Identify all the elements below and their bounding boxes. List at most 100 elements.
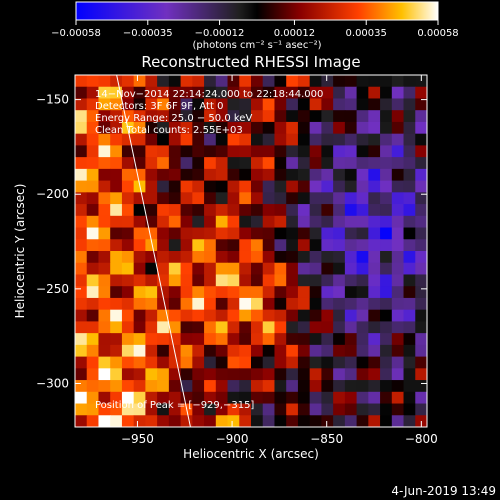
heatmap-cell — [251, 368, 264, 381]
heatmap-cell — [344, 403, 358, 416]
heatmap-cell — [368, 121, 381, 135]
heatmap-cell — [309, 86, 322, 99]
heatmap-cell — [215, 356, 229, 369]
heatmap-cell — [121, 251, 135, 264]
heatmap-cell — [380, 157, 393, 170]
heatmap-cell — [274, 168, 287, 182]
heatmap-cell — [215, 192, 229, 205]
heatmap-cell — [391, 98, 405, 111]
heatmap-cell — [333, 86, 346, 99]
heatmap-cell — [86, 403, 99, 416]
heatmap-cell — [239, 157, 252, 170]
heatmap-cell — [133, 333, 146, 346]
heatmap-cell — [309, 274, 322, 287]
heatmap-cell — [86, 391, 99, 405]
heatmap-cell — [168, 215, 182, 229]
heatmap-cell — [297, 192, 311, 205]
heatmap-cell — [168, 297, 182, 311]
heatmap-cell — [215, 368, 229, 381]
heatmap-cell — [333, 344, 346, 358]
heatmap-cell — [168, 391, 182, 405]
heatmap-cell — [251, 145, 264, 158]
heatmap-cell — [215, 333, 229, 346]
heatmap-cell — [333, 309, 346, 322]
heatmap-cell — [75, 415, 88, 427]
heatmap-cell — [86, 98, 99, 111]
heatmap-cell — [391, 309, 405, 322]
heatmap-cell — [192, 297, 205, 311]
heatmap-cell — [391, 215, 405, 229]
heatmap-cell — [262, 403, 275, 416]
heatmap-cell — [368, 368, 381, 381]
heatmap-cell — [192, 274, 205, 287]
heatmap-cell — [333, 251, 346, 264]
heatmap-cell — [286, 215, 299, 229]
heatmap-cell — [86, 110, 99, 123]
heatmap-cell — [239, 110, 252, 123]
heatmap-cell — [286, 262, 299, 275]
heatmap-cell — [309, 262, 322, 275]
heatmap-cell — [333, 368, 346, 381]
heatmap-cell — [192, 251, 205, 264]
heatmap-cell — [192, 344, 205, 358]
heatmap-cell — [262, 121, 275, 135]
heatmap-cell — [168, 309, 182, 322]
heatmap-cell — [309, 204, 322, 217]
heatmap-cell — [121, 180, 135, 193]
heatmap-cell — [333, 98, 346, 111]
heatmap-cell — [309, 297, 322, 311]
heatmap-cell — [274, 98, 287, 111]
heatmap-cell — [344, 157, 358, 170]
heatmap-cell — [86, 356, 99, 369]
heatmap-cell — [297, 274, 311, 287]
heatmap-cell — [344, 297, 358, 311]
heatmap-cell — [204, 403, 217, 416]
heatmap-cell — [368, 297, 381, 311]
heatmap-cell — [356, 286, 369, 299]
heatmap-cell — [145, 86, 158, 99]
heatmap-cell — [86, 121, 99, 135]
heatmap-cell — [98, 286, 111, 299]
heatmap-cell — [75, 391, 88, 405]
heatmap-cell — [415, 215, 427, 229]
heatmap-cell — [415, 180, 427, 193]
heatmap-cell — [192, 157, 205, 170]
heatmap-cell — [227, 239, 240, 252]
heatmap-cell — [121, 204, 135, 217]
y-axis-label: Heliocentric Y (arcsec) — [13, 184, 27, 319]
heatmap-cell — [168, 145, 182, 158]
heatmap-cell — [344, 356, 358, 369]
heatmap-cell — [415, 168, 427, 182]
heatmap-cell — [204, 133, 217, 146]
heatmap-cell — [286, 192, 299, 205]
x-tick-label: −950 — [121, 432, 154, 446]
heatmap-cell — [110, 180, 123, 193]
heatmap-cell — [239, 403, 252, 416]
heatmap-cell — [168, 333, 182, 346]
heatmap-cell — [368, 274, 381, 287]
heatmap-cell — [215, 75, 229, 88]
heatmap-cell — [251, 321, 264, 334]
heatmap-cell — [251, 391, 264, 405]
heatmap-cell — [321, 356, 334, 369]
heatmap-cell — [86, 262, 99, 275]
heatmap-cell — [133, 380, 146, 393]
heatmap-cell — [368, 333, 381, 346]
heatmap-cell — [321, 297, 334, 311]
heatmap-cell — [98, 368, 111, 381]
plot-frame — [74, 74, 428, 428]
heatmap-cell — [180, 333, 193, 346]
heatmap-cell — [344, 251, 358, 264]
heatmap-cell — [227, 168, 240, 182]
heatmap-cell — [297, 145, 311, 158]
heatmap-cell — [344, 380, 358, 393]
heatmap-cell — [110, 356, 123, 369]
heatmap-cell — [157, 192, 170, 205]
heatmap-cell — [98, 309, 111, 322]
heatmap-cell — [215, 86, 229, 99]
heatmap-cell — [391, 333, 405, 346]
heatmap-cell — [309, 192, 322, 205]
heatmap-cell — [321, 403, 334, 416]
heatmap-cell — [98, 168, 111, 182]
heatmap-cell — [145, 145, 158, 158]
